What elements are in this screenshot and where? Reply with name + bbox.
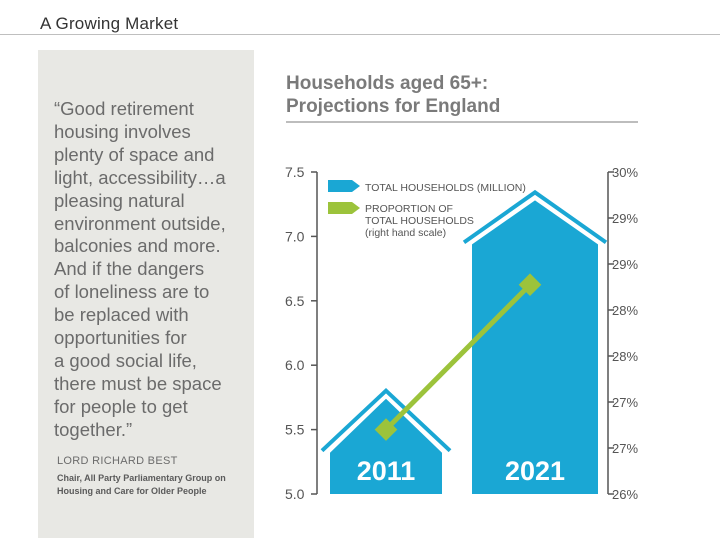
quote-line: of loneliness are to [54, 281, 210, 303]
quote-line: be replaced with [54, 304, 189, 326]
left-axis-tick-label: 5.5 [285, 422, 305, 438]
quote-text: “Good retirement housing involves plenty… [54, 98, 254, 442]
proportion-point [374, 418, 398, 441]
bar-house [330, 398, 442, 494]
quote-line: plenty of space and [54, 143, 215, 165]
right-axis-tick-label: 29% [612, 211, 638, 226]
proportion-line [384, 282, 532, 432]
green-arrow-icon [328, 202, 360, 214]
left-axis-tick-label: 6.5 [285, 293, 305, 309]
left-axis-tick-label: 6.0 [285, 357, 305, 373]
left-axis-tick-label: 7.5 [285, 164, 305, 180]
role-line: Housing and Care for Older People [57, 486, 207, 496]
quote-line: environment outside, [54, 212, 226, 234]
bar-category-label: 2011 [357, 456, 416, 486]
chart-title-divider [286, 121, 638, 123]
proportion-point [518, 273, 542, 297]
quote-panel: “Good retirement housing involves plenty… [38, 50, 254, 538]
quote-line: “Good retirement [54, 98, 194, 119]
chart-title: Households aged 65+: Projections for Eng… [286, 72, 500, 118]
right-axis-tick-label: 27% [612, 395, 638, 410]
right-axis-tick-label: 26% [612, 487, 638, 502]
blue-arrow-icon [328, 180, 360, 192]
slide-title: A Growing Market [40, 14, 179, 33]
bar-roof-outline [320, 387, 452, 453]
quote-line: balconies and more. [54, 235, 221, 257]
title-divider [0, 34, 720, 35]
quote-line: pleasing natural [54, 189, 185, 211]
quote-line: a good social life, [54, 349, 197, 371]
right-axis-tick-label: 28% [612, 349, 638, 364]
right-axis-tick-label: 29% [612, 257, 638, 272]
role-line: Chair, All Party Parliamentary Group on [57, 473, 226, 483]
chart-title-line: Projections for England [286, 96, 501, 117]
quote-line: opportunities for [54, 327, 187, 349]
quote-line: for people to get [54, 395, 188, 417]
quote-line: housing involves [54, 120, 191, 142]
right-axis-tick-label: 27% [612, 441, 638, 456]
legend-label: TOTAL HOUSEHOLDS (MILLION) [365, 182, 526, 194]
bar-house [472, 200, 598, 494]
quote-line: together.” [54, 418, 133, 440]
quote-author: LORD RICHARD BEST [57, 455, 178, 467]
quote-line: light, accessibility…a [54, 166, 226, 188]
left-axis-tick-label: 7.0 [285, 228, 305, 244]
quote-line: there must be space [54, 372, 222, 394]
quote-author-role: Chair, All Party Parliamentary Group on … [57, 472, 226, 498]
legend-label: (right hand scale) [365, 227, 446, 239]
legend-label: PROPORTION OF [365, 203, 453, 215]
right-axis-tick-label: 28% [612, 303, 638, 318]
right-axis-tick-label: 30% [612, 165, 638, 180]
bar-roof-outline [462, 189, 608, 244]
quote-line: And if the dangers [54, 258, 205, 280]
legend-label: TOTAL HOUSEHOLDS [365, 215, 474, 227]
bar-category-label: 2021 [505, 456, 565, 486]
left-axis-tick-label: 5.0 [285, 486, 305, 502]
chart-title-line: Households aged 65+: [286, 73, 489, 94]
